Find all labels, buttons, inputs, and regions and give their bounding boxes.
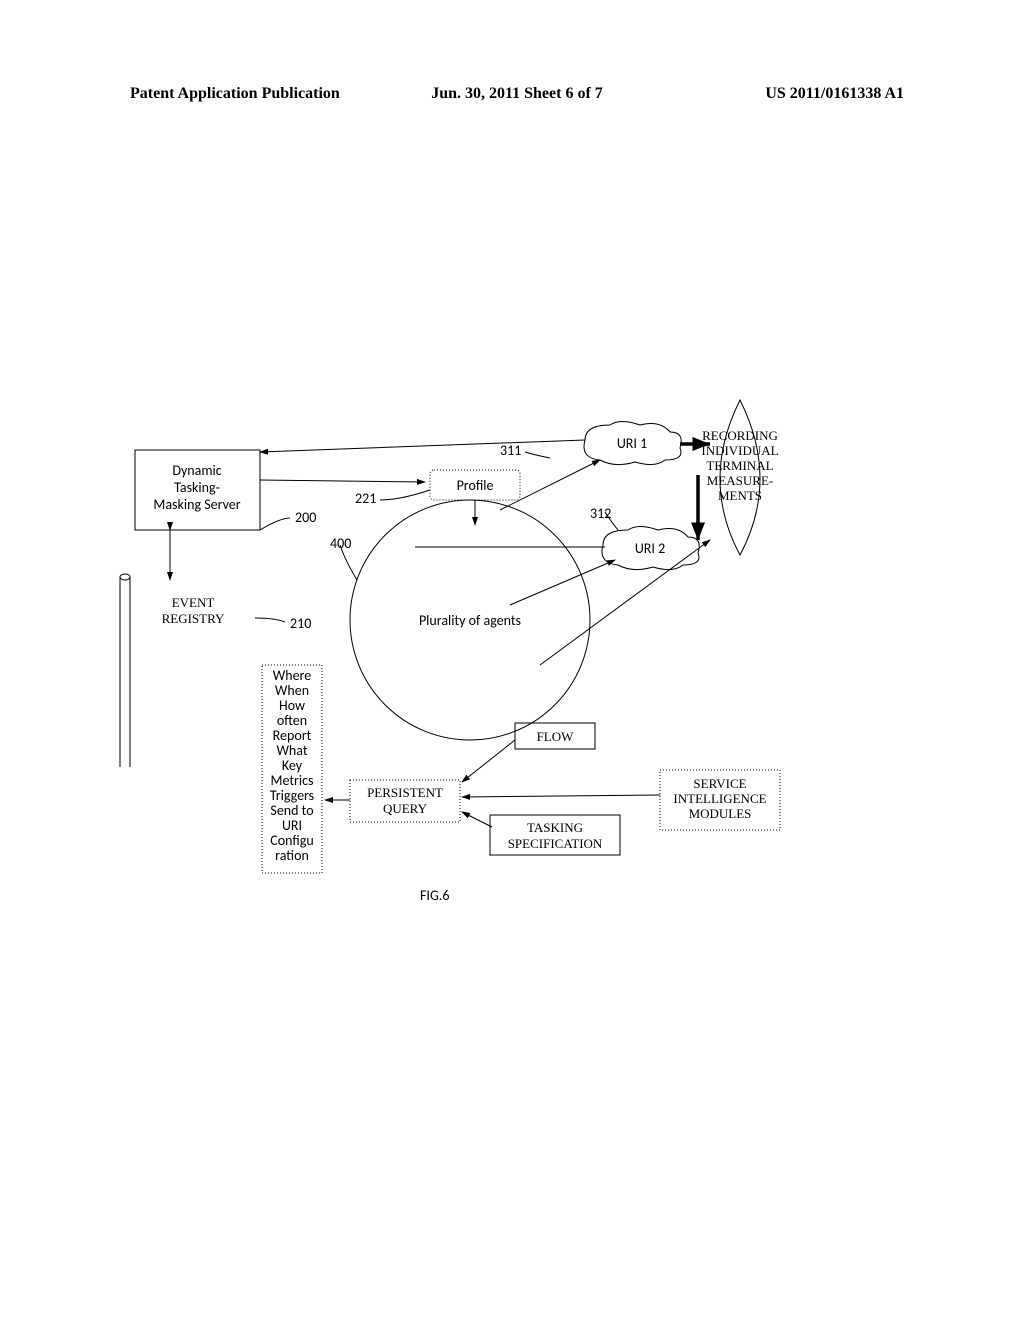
rec-l1: RECORDING [702,428,778,443]
ref-311: 311 [500,442,521,459]
header-sheet: Jun. 30, 2011 Sheet 6 of 7 [431,85,603,103]
event-registry-l2: REGISTRY [162,611,225,626]
sim-l2: INTELLIGENCE [673,791,766,806]
server-line3: Masking Server [153,496,240,513]
figure-diagram: Dynamic Tasking- Masking Server 200 EVEN… [0,0,1024,1320]
ref-200: 200 [295,509,316,526]
pq-l1: PERSISTENT [367,785,443,800]
ref-312: 312 [590,505,611,522]
event-registry-l1: EVENT [172,595,215,610]
sim-l1: SERVICE [693,776,746,791]
header-docid: US 2011/0161338 A1 [765,85,904,103]
uri1-label: URI 1 [617,435,647,452]
server-line1: Dynamic [172,462,221,479]
figure-caption: FIG.6 [420,887,449,904]
agents-label: Plurality of agents [419,612,521,629]
config-item: ration [275,847,309,864]
rec-l4: MEASURE- [707,473,773,488]
flow-label: FLOW [537,729,575,744]
task-l1: TASKING [527,820,583,835]
task-l2: SPECIFICATION [508,836,603,851]
uri2-label: URI 2 [635,540,665,557]
sim-l3: MODULES [689,806,752,821]
pq-l2: QUERY [383,801,428,816]
server-line2: Tasking- [174,479,220,496]
rec-l3: TERMINAL [706,458,773,473]
ref-221: 221 [355,490,376,507]
ref-210: 210 [290,615,311,632]
config-list: WhereWhenHowoftenReportWhatKeyMetricsTri… [270,667,314,864]
ref-400: 400 [330,535,351,552]
rec-l5: MENTS [718,488,762,503]
profile-label: Profile [457,477,494,494]
header-pub: Patent Application Publication [130,85,340,103]
rec-l2: INDIVIDUAL [701,443,778,458]
